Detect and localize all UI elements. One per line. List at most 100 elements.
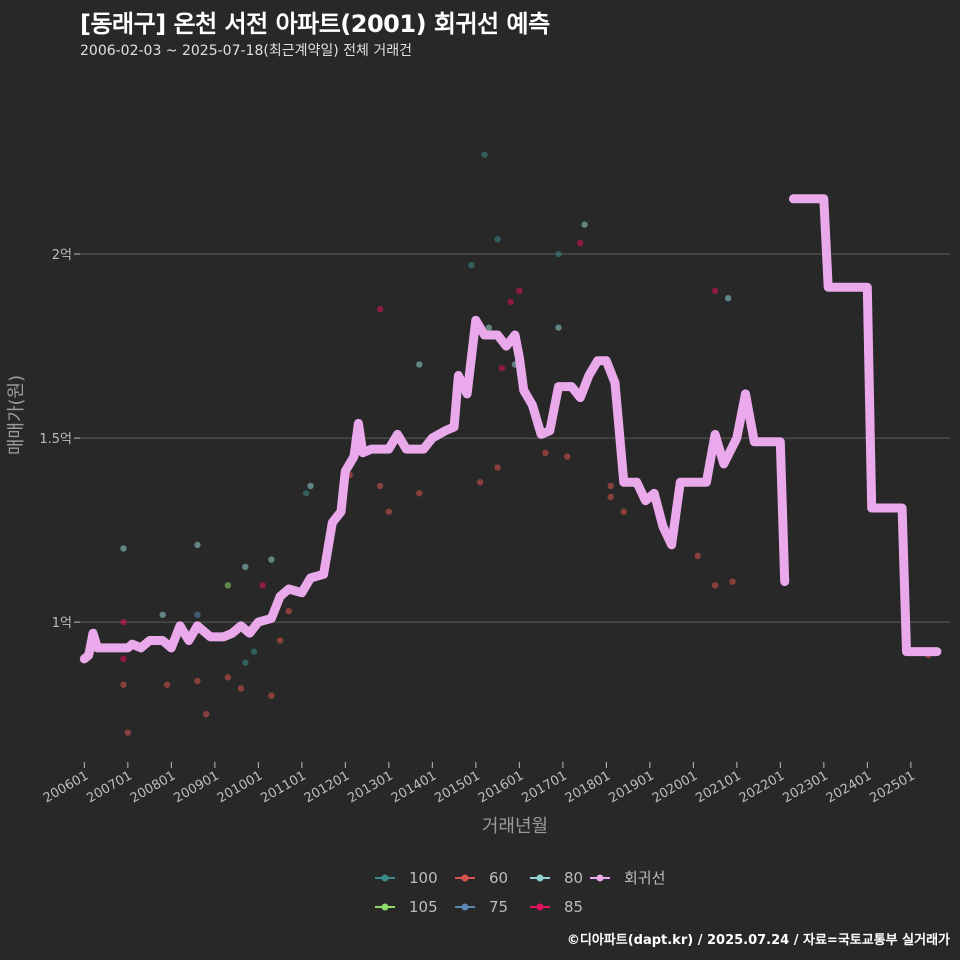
- data-point-60: [194, 677, 201, 685]
- legend-item-60: 60: [455, 869, 508, 887]
- legend-label: 80: [564, 869, 583, 887]
- data-point-85: [516, 287, 523, 295]
- x-tick-label: 201801: [563, 768, 613, 806]
- data-point-85: [120, 655, 127, 663]
- data-point-60: [729, 578, 736, 585]
- data-point-60: [694, 552, 701, 560]
- x-tick-label: 200701: [84, 768, 134, 806]
- data-point-60: [477, 479, 484, 486]
- x-tick-label: 201101: [258, 768, 308, 806]
- legend-label: 회귀선: [624, 869, 665, 887]
- legend-item-75: 75: [455, 898, 508, 916]
- data-point-85: [498, 364, 506, 372]
- legend-marker: [596, 874, 604, 882]
- data-point-100: [494, 236, 501, 243]
- regression-lines: [79, 194, 942, 664]
- data-point-75: [194, 611, 201, 618]
- y-tick-label: 1억: [52, 616, 72, 631]
- data-point-60: [120, 681, 127, 688]
- data-point-60: [202, 710, 210, 718]
- legend-item-100: 100: [375, 869, 438, 887]
- legend-marker: [536, 903, 544, 911]
- data-point-100: [303, 490, 310, 497]
- data-point-85: [711, 287, 719, 295]
- data-point-60: [163, 681, 171, 688]
- x-tick-label: 201401: [389, 768, 439, 806]
- x-axis-title: 거래년월: [482, 816, 548, 837]
- data-point-60: [376, 482, 384, 490]
- legend-marker: [461, 874, 469, 882]
- data-point-85: [120, 618, 127, 626]
- data-point-80: [485, 324, 493, 331]
- data-point-80: [268, 556, 275, 563]
- x-tick-label: 201901: [606, 768, 656, 806]
- data-point-60: [268, 692, 275, 699]
- y-axis-ticks: 1억 1.5억 2억: [39, 248, 80, 631]
- data-point-60: [620, 508, 627, 515]
- regression-line: [788, 194, 942, 657]
- regression-line: [79, 315, 790, 664]
- data-point-80: [555, 324, 562, 331]
- data-point-80: [581, 221, 588, 228]
- chart-title: [동래구] 온천 서전 아파트(2001) 회귀선 예측: [80, 10, 550, 38]
- y-tick-label: 1.5억: [39, 432, 72, 447]
- x-tick-label: 200601: [41, 768, 91, 806]
- legend-marker: [461, 903, 469, 911]
- data-point-80: [159, 611, 166, 618]
- data-point-60: [607, 493, 614, 501]
- legend-item-105: 105: [375, 898, 438, 916]
- data-point-80: [416, 361, 423, 368]
- y-tick-label: 2억: [52, 248, 72, 263]
- legend-item-회귀선: 회귀선: [590, 869, 665, 887]
- legend-label: 75: [489, 898, 508, 916]
- data-point-60: [564, 453, 571, 460]
- data-point-100: [250, 648, 258, 655]
- data-point-60: [276, 637, 284, 644]
- data-point-60: [711, 582, 719, 589]
- grid-layer: [80, 253, 950, 623]
- data-point-85: [376, 306, 384, 313]
- y-axis-title: 매매가(원): [6, 375, 27, 455]
- data-point-105: [224, 582, 232, 589]
- data-point-100: [555, 250, 562, 258]
- legend-marker: [381, 903, 389, 911]
- x-tick-label: 201001: [215, 768, 265, 806]
- legend-marker: [381, 874, 389, 882]
- data-point-80: [120, 545, 127, 552]
- data-point-60: [224, 674, 232, 681]
- data-point-85: [507, 298, 514, 306]
- x-tick-label: 202001: [650, 768, 700, 806]
- legend: 100 105 60 75 80 85 회귀선: [375, 869, 665, 916]
- x-tick-label: 202201: [737, 768, 787, 806]
- x-tick-label: 201301: [345, 768, 395, 806]
- x-tick-label: 202401: [824, 768, 874, 806]
- data-point-60: [542, 449, 549, 457]
- data-point-100: [242, 659, 249, 666]
- data-point-60: [237, 685, 245, 692]
- chart-subtitle: 2006-02-03 ~ 2025-07-18(최근계약일) 전체 거래건: [80, 43, 412, 59]
- source-caption: ©디아파트(dapt.kr) / 2025.07.24 / 자료=국토교통부 실…: [566, 933, 950, 948]
- x-axis-ticks: 2006012007012008012009012010012011012012…: [41, 762, 918, 806]
- x-tick-label: 201701: [519, 768, 569, 806]
- legend-label: 100: [409, 869, 438, 887]
- x-tick-label: 202101: [693, 768, 743, 806]
- data-point-60: [494, 464, 501, 471]
- x-tick-label: 200901: [171, 768, 221, 806]
- data-point-100: [481, 151, 488, 158]
- x-tick-label: 201201: [302, 768, 352, 806]
- x-tick-label: 202301: [780, 768, 830, 806]
- legend-label: 60: [489, 869, 508, 887]
- x-tick-label: 201501: [432, 768, 482, 806]
- legend-marker: [536, 874, 544, 882]
- data-point-85: [577, 239, 584, 247]
- legend-label: 85: [564, 898, 583, 916]
- data-point-80: [307, 482, 314, 490]
- data-point-85: [259, 582, 266, 589]
- legend-item-80: 80: [530, 869, 583, 887]
- data-point-100: [468, 261, 475, 269]
- data-point-80: [242, 563, 249, 571]
- legend-item-85: 85: [530, 898, 583, 916]
- legend-label: 105: [409, 898, 438, 916]
- data-point-60: [385, 508, 393, 515]
